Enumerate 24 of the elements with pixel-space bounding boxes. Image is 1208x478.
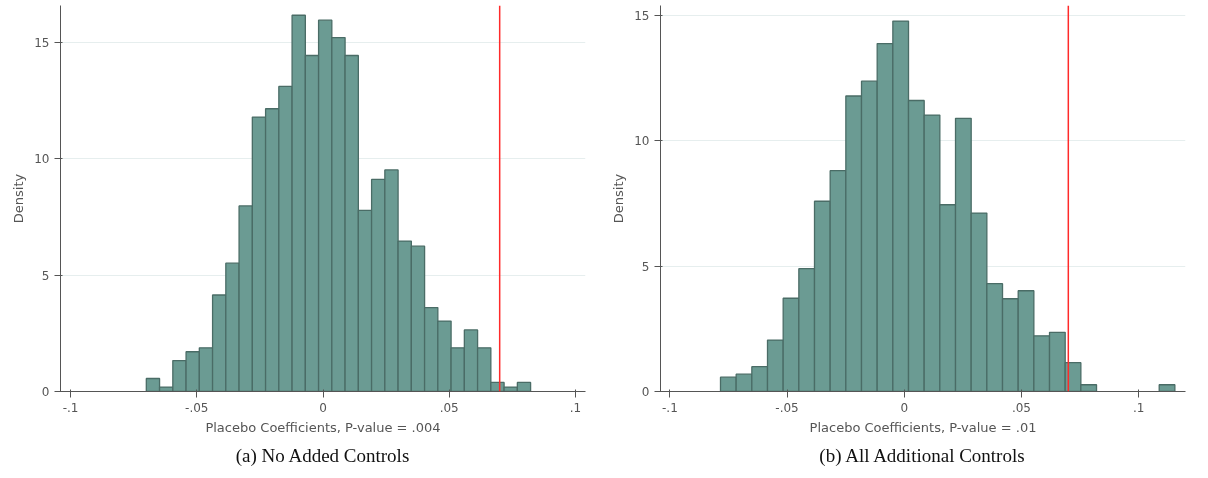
y-axis-title: Density — [611, 173, 627, 224]
x-tick-label: .1 — [569, 400, 582, 415]
y-tick-label: 10 — [34, 152, 50, 167]
text: (b) All Additional Controls — [819, 444, 1025, 467]
y-tick-label: 15 — [634, 9, 650, 24]
x-tick-label: .1 — [1132, 400, 1145, 415]
x-tick-label: -.1 — [661, 400, 678, 415]
y-tick-label: 10 — [634, 134, 650, 149]
x-axis-title: Placebo Coefficients, P-value = .004 — [205, 419, 441, 435]
text: (a) No Added Controls — [235, 444, 410, 467]
x-axis-title: Placebo Coefficients, P-value = .01 — [809, 419, 1037, 435]
x-tick-label: .05 — [439, 400, 459, 415]
x-tick-label: 0 — [900, 400, 909, 415]
y-tick-label: 0 — [641, 385, 650, 399]
y-tick-label: 5 — [641, 259, 650, 274]
x-tick-label: -.1 — [62, 400, 79, 415]
x-tick-label: -.05 — [775, 400, 799, 415]
x-tick-label: .05 — [1011, 400, 1031, 415]
y-tick-label: 0 — [41, 385, 50, 399]
y-tick-label: 5 — [41, 268, 50, 283]
x-tick-label: -.05 — [185, 400, 209, 415]
y-axis-title: Density — [11, 173, 27, 224]
x-tick-label: 0 — [319, 400, 327, 415]
y-tick-label: 15 — [34, 36, 50, 51]
